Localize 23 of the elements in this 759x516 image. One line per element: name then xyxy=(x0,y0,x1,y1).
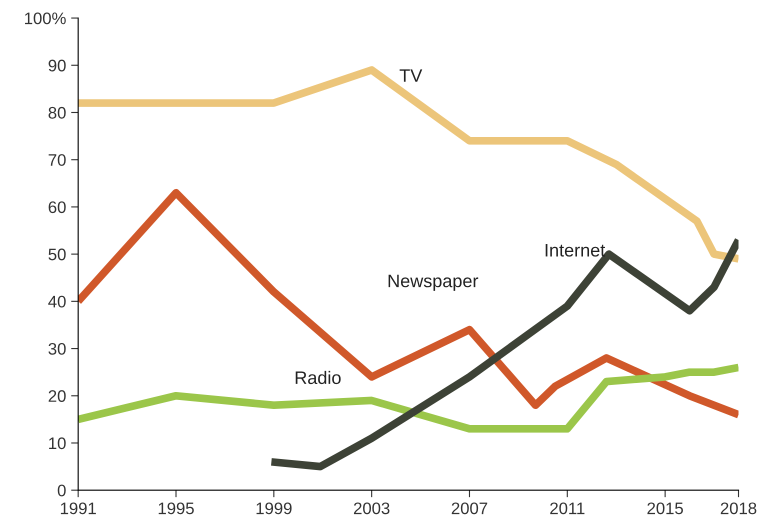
x-tick-label: 2003 xyxy=(354,502,390,514)
x-tick-label: 2018 xyxy=(720,502,756,514)
x-tick-label: 2011 xyxy=(550,502,584,514)
y-tick-label: 30 xyxy=(48,342,66,355)
y-tick-label: 40 xyxy=(48,296,66,308)
y-tick-label: 100% xyxy=(25,12,66,24)
x-tick-label: 2015 xyxy=(647,502,683,514)
y-tick-label: 80 xyxy=(48,106,66,119)
text: Newspaper xyxy=(388,274,478,291)
y-tick-label: 50 xyxy=(48,248,66,260)
series-label: Internet xyxy=(546,244,606,257)
series-label: Radio xyxy=(296,370,341,384)
x-tick-label: 2007 xyxy=(452,502,488,514)
y-tick-label: 60 xyxy=(48,201,66,214)
y-tick-label: 10 xyxy=(49,437,66,450)
y-tick-label: 70 xyxy=(48,154,66,166)
x-tick-label: 1991 xyxy=(60,502,96,514)
y-tick-label: 90 xyxy=(48,60,66,72)
x-tick-label: 1995 xyxy=(158,502,194,514)
y-tick-label: 0 xyxy=(58,484,66,496)
y-tick-label: 20 xyxy=(48,390,66,402)
series-label: TV xyxy=(400,69,422,82)
x-tick-label: 1999 xyxy=(256,502,292,514)
